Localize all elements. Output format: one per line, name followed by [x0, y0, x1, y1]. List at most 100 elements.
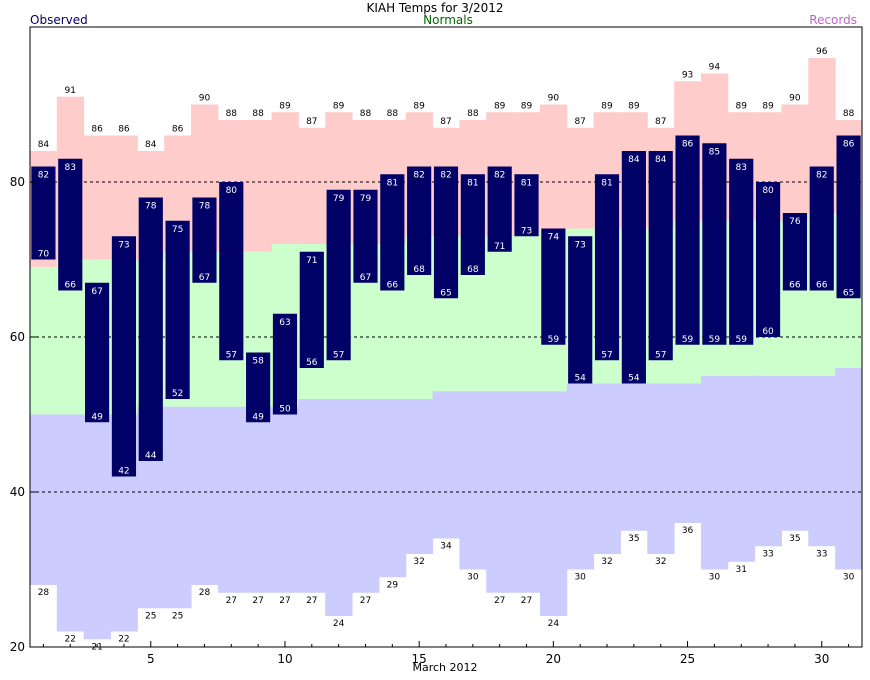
- observed-high-label-day-19: 81: [521, 178, 532, 188]
- observed-bar-day-23: [621, 151, 646, 384]
- observed-bar-day-14: [380, 174, 405, 291]
- record-low-label-day-7: 28: [199, 588, 211, 598]
- observed-bar-day-3: [85, 282, 110, 423]
- record-high-label-day-7: 90: [199, 94, 211, 104]
- record-low-label-day-17: 30: [467, 573, 479, 583]
- observed-bar-day-11: [299, 251, 324, 368]
- record-high-band-day-21: [566, 127, 595, 229]
- record-low-band-day-22: [593, 383, 621, 554]
- observed-low-label-day-28: 60: [762, 327, 774, 337]
- observed-high-label-day-22: 81: [601, 178, 612, 188]
- record-low-label-day-22: 32: [601, 557, 612, 567]
- observed-low-label-day-26: 59: [709, 335, 721, 345]
- observed-low-label-day-30: 66: [816, 281, 828, 291]
- observed-low-label-day-17: 68: [467, 265, 479, 275]
- observed-bar-day-18: [487, 166, 512, 252]
- observed-low-label-day-2: 66: [65, 281, 77, 291]
- record-low-band-day-3: [83, 414, 112, 640]
- observed-bar-day-20: [541, 228, 566, 345]
- y-tick-label-40: 40: [10, 485, 25, 499]
- observed-bar-day-31: [836, 135, 861, 299]
- observed-bar-day-21: [568, 236, 593, 384]
- record-low-label-day-24: 32: [655, 557, 666, 567]
- observed-bar-day-28: [755, 182, 781, 337]
- legend-normals: Normals: [423, 13, 473, 27]
- record-low-label-day-27: 31: [735, 565, 746, 575]
- observed-high-label-day-11: 71: [306, 256, 317, 266]
- record-low-label-day-15: 32: [413, 557, 424, 567]
- observed-high-label-day-10: 63: [279, 318, 290, 328]
- record-low-band-day-30: [808, 375, 836, 547]
- record-high-label-day-13: 88: [360, 109, 372, 119]
- record-high-label-day-12: 89: [333, 101, 345, 111]
- observed-low-label-day-29: 66: [789, 281, 801, 291]
- x-tick-label-5: 5: [147, 652, 155, 666]
- observed-high-label-day-4: 73: [118, 240, 129, 250]
- record-high-label-day-3: 86: [91, 125, 103, 135]
- observed-bar-day-27: [729, 158, 754, 345]
- observed-bar-day-10: [272, 313, 298, 415]
- x-tick-label-10: 10: [277, 652, 292, 666]
- y-tick-label-20: 20: [10, 640, 25, 654]
- record-low-label-day-20: 24: [548, 619, 560, 629]
- record-low-label-day-12: 24: [333, 619, 345, 629]
- x-axis-label: March 2012: [412, 661, 477, 674]
- observed-bar-day-2: [58, 158, 83, 291]
- record-high-label-day-9: 88: [252, 109, 264, 119]
- record-high-label-day-6: 86: [172, 125, 184, 135]
- observed-bar-day-12: [326, 189, 351, 361]
- record-high-label-day-24: 87: [655, 117, 666, 127]
- record-high-label-day-16: 87: [440, 117, 451, 127]
- observed-low-label-day-11: 56: [306, 358, 318, 368]
- record-low-label-day-13: 27: [360, 596, 371, 606]
- record-low-band-day-1: [30, 414, 58, 585]
- record-low-band-day-17: [459, 391, 487, 570]
- record-high-label-day-17: 88: [467, 109, 479, 119]
- record-low-label-day-31: 30: [843, 573, 855, 583]
- observed-high-label-day-30: 82: [816, 171, 827, 181]
- record-high-label-day-4: 86: [118, 125, 130, 135]
- record-high-label-day-15: 89: [413, 101, 425, 111]
- record-low-label-day-14: 29: [387, 580, 399, 590]
- record-high-label-day-5: 84: [145, 140, 157, 150]
- observed-low-label-day-9: 49: [252, 412, 264, 422]
- record-low-label-day-11: 27: [306, 596, 317, 606]
- record-low-band-day-9: [244, 406, 273, 593]
- observed-high-label-day-18: 82: [494, 171, 505, 181]
- record-high-label-day-28: 89: [762, 101, 774, 111]
- observed-bar-day-25: [675, 135, 700, 345]
- observed-low-label-day-13: 67: [360, 273, 371, 283]
- observed-high-label-day-27: 83: [735, 163, 746, 173]
- record-high-band-day-9: [244, 120, 273, 252]
- record-low-band-day-14: [378, 399, 407, 578]
- observed-low-label-day-12: 57: [333, 350, 344, 360]
- x-tick-label-20: 20: [546, 652, 561, 666]
- record-low-label-day-10: 27: [279, 596, 290, 606]
- value-labels: 8270842883669122674986217342862278448425…: [38, 47, 855, 652]
- axis-ticks: 20 40 60 80 5 10 15 20 25 30: [10, 175, 850, 666]
- record-low-band-day-21: [566, 383, 595, 570]
- record-low-band-day-29: [781, 375, 809, 531]
- observed-high-label-day-16: 82: [440, 171, 451, 181]
- observed-low-label-day-25: 59: [682, 335, 694, 345]
- record-high-label-day-21: 87: [574, 117, 585, 127]
- observed-high-label-day-13: 79: [360, 194, 372, 204]
- observed-low-label-day-3: 49: [91, 412, 103, 422]
- observed-bar-day-7: [192, 197, 217, 283]
- observed-bar-day-5: [138, 197, 163, 461]
- record-high-band-day-20: [539, 104, 568, 229]
- y-tick-label-60: 60: [10, 330, 25, 344]
- record-low-label-day-8: 27: [226, 596, 237, 606]
- record-low-band-day-11: [298, 399, 326, 593]
- observed-high-label-day-14: 81: [387, 178, 398, 188]
- record-high-label-day-1: 84: [38, 140, 50, 150]
- record-low-label-day-9: 27: [252, 596, 263, 606]
- record-low-label-day-26: 30: [709, 573, 721, 583]
- observed-low-label-day-18: 71: [494, 242, 505, 252]
- observed-bar-day-16: [433, 166, 459, 299]
- chart-title: KIAH Temps for 3/2012: [366, 1, 503, 15]
- observed-bar-day-6: [165, 220, 190, 399]
- observed-high-label-day-21: 73: [574, 240, 585, 250]
